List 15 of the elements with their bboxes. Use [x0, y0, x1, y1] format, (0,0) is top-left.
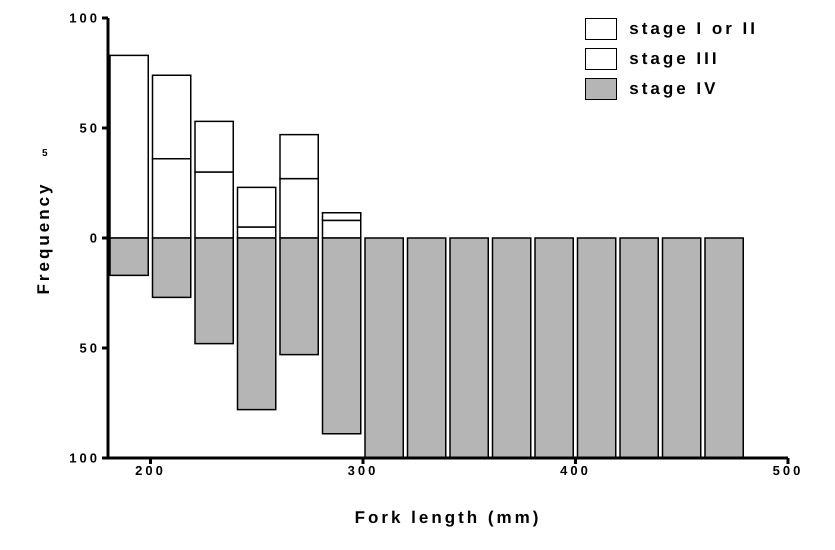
note-text: 5 — [42, 148, 48, 159]
y-tick-label: 100 — [69, 10, 100, 26]
y-axis-title: Frequency — [34, 182, 54, 294]
x-tick-label: 400 — [560, 463, 591, 478]
legend-label: stage III — [629, 49, 720, 69]
x-axis-title: Fork length (mm) — [354, 508, 542, 527]
y-tick-label: 50 — [80, 120, 100, 136]
y-tick-label: 100 — [69, 450, 100, 466]
legend-label: stage IV — [629, 79, 718, 99]
y-tick-label: 50 — [80, 340, 100, 356]
x-tick-label: 500 — [772, 463, 804, 478]
y-tick-label: 0 — [90, 230, 100, 246]
x-tick-label: 300 — [348, 463, 378, 478]
legend-label: stage I or II — [629, 19, 758, 39]
x-tick-label: 200 — [135, 463, 166, 478]
